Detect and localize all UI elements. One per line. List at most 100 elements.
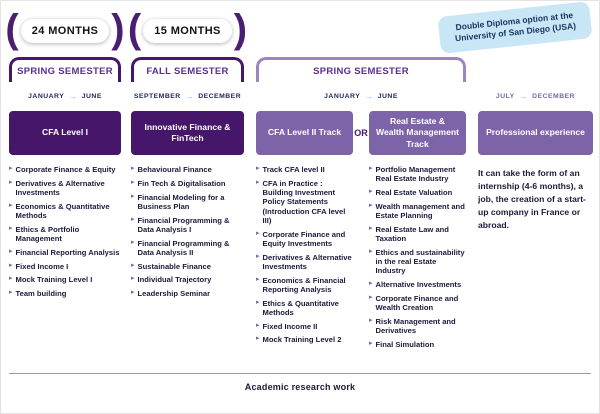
bullet-arrow-icon: ▸ [369,280,373,287]
course-item: ▸ Corporate Finance and Equity Investmen… [256,230,353,249]
course-item: ▸ Individual Trajectory [131,275,244,284]
bullet-arrow-icon: ▸ [369,293,373,301]
course-item-label: Final Simulation [375,339,435,349]
bullet-arrow-icon: ▸ [256,178,260,186]
course-item-label: Wealth management and Estate Planning [375,201,465,220]
course-item-label: Mock Training Level 2 [262,335,342,345]
course-item: ▸ Ethics and sustainability in the real … [369,248,466,276]
month-to: JUNE [377,93,398,100]
semester-header-spring-2: SPRING SEMESTER JANUARY → JUNE [256,57,466,101]
track-box-cfa-level-1: CFA Level I [9,111,121,155]
course-item-label: Fin Tech & Digitalisation [137,178,226,188]
course-item: ▸ Financial Reporting Analysis [9,248,121,257]
bullet-arrow-icon: ▸ [369,188,373,195]
track-box-innovative-finance: Innovative Finance & FinTech [131,111,244,155]
bullet-arrow-icon: ▸ [9,289,13,296]
bullet-arrow-icon: ▸ [9,165,13,172]
bullet-arrow-icon: ▸ [256,165,260,172]
course-item-label: Track CFA level II [262,165,325,174]
month-from: JANUARY [324,93,361,100]
course-item-label: Corporate Finance and Wealth Creation [375,293,459,312]
track-boxes-row: CFA Level I Innovative Finance & FinTech… [1,111,599,155]
course-item: ▸ Behavioural Finance [131,165,244,174]
bracket-shape: FALL SEMESTER [131,57,244,82]
bullet-arrow-icon: ▸ [256,252,260,260]
course-item: ▸ Mock Training Level 2 [256,335,353,344]
course-item: ▸ Real Estate Valuation [369,188,466,197]
bullet-arrow-icon: ▸ [131,178,135,186]
month-from: JANUARY [28,93,65,100]
semester-months: JANUARY → JUNE [9,92,121,101]
course-item: ▸ Fixed Income I [9,262,121,271]
course-item: ▸ Sustainable Finance [131,262,244,271]
bullet-arrow-icon: ▸ [131,192,135,200]
semester-title: SPRING SEMESTER [17,65,113,77]
course-item: ▸ Derivatives & Alternative Investments [256,253,353,272]
course-item: ▸ Wealth management and Estate Planning [369,202,466,221]
bullet-arrow-icon: ▸ [131,275,135,283]
course-item-label: Team building [15,289,67,298]
duration-badge-24-months: ( 24 MONTHS ) [5,9,124,49]
bullet-arrow-icon: ▸ [9,224,13,232]
bracket-shape: SPRING SEMESTER [256,57,466,82]
course-item: ▸ Corporate Finance and Wealth Creation [369,294,466,313]
bracket-shape: SPRING SEMESTER [9,57,121,82]
month-to: JUNE [81,93,102,100]
course-item-label: Risk Management and Derivatives [375,316,456,335]
course-list-real-estate-wealth: ▸ Portfolio Management Real Estate Indus… [369,165,466,373]
duration-15-label: 15 MONTHS [143,19,232,43]
course-item-label: Alternative Investments [375,280,462,289]
course-item-label: Behavioural Finance [137,165,212,174]
month-from: SEPTEMBER [133,93,181,100]
course-item-label: Real Estate Law and Taxation [375,224,449,243]
semester-title: FALL SEMESTER [146,65,229,77]
course-item: ▸ Economics & Quantitative Methods [9,202,121,221]
arrow-right-icon: → [518,91,529,101]
course-item-label: Ethics & Quantitative Methods [262,298,339,317]
course-item-label: Economics & Quantitative Methods [15,201,110,220]
bullet-arrow-icon: ▸ [9,247,13,255]
bullet-arrow-icon: ▸ [256,229,260,237]
bullet-arrow-icon: ▸ [131,238,135,246]
month-to: DECEMBER [532,93,576,100]
course-item: ▸ Financial Programming & Data Analysis … [131,216,244,235]
course-item: ▸ Real Estate Law and Taxation [369,225,466,244]
course-item: ▸ Leadership Seminar [131,289,244,298]
course-item-label: Portfolio Management Real Estate Industr… [375,165,456,184]
track-box-professional-experience: Professional experience [478,111,593,155]
duration-24-label: 24 MONTHS [20,19,110,43]
bullet-arrow-icon: ▸ [369,224,373,232]
course-item: ▸ Financial Modeling for a Business Plan [131,193,244,212]
footer-divider: Academic research work [9,373,591,392]
track-box-cfa-level-2: CFA Level II Track [256,111,353,155]
semester-months: JANUARY → JUNE [256,92,466,101]
bullet-arrow-icon: ▸ [256,335,260,343]
course-list-cfa-level-1: ▸ Corporate Finance & Equity ▸ Derivativ… [9,165,121,373]
course-item-label: Fixed Income II [262,321,318,331]
course-item-label: Ethics & Portfolio Management [15,224,80,243]
course-list-innovative-finance: ▸ Behavioural Finance ▸ Fin Tech & Digit… [131,165,244,373]
course-item-label: Corporate Finance & Equity [15,165,116,174]
course-item: ▸ Final Simulation [369,340,466,349]
bullet-arrow-icon: ▸ [131,289,135,296]
semester-headers-row: SPRING SEMESTER JANUARY → JUNE FALL SEME… [1,57,599,101]
duration-badge-15-months: ( 15 MONTHS ) [128,9,247,49]
bullet-arrow-icon: ▸ [9,275,13,283]
course-item: ▸ Team building [9,289,121,298]
semester-header-july-december: JULY → DECEMBER [478,57,593,101]
paren-open-icon: ( [5,7,19,51]
arrow-right-icon: → [68,91,78,101]
course-item-label: Leadership Seminar [137,289,211,298]
bullet-arrow-icon: ▸ [256,275,260,283]
bullet-arrow-icon: ▸ [131,261,135,269]
course-item: ▸ Mock Training Level I [9,275,121,284]
course-item: ▸ Ethics & Quantitative Methods [256,299,353,318]
course-item-label: Sustainable Finance [137,261,211,271]
course-item-label: Mock Training Level I [15,275,93,285]
bullet-arrow-icon: ▸ [9,201,13,209]
arrow-right-icon: → [364,91,374,101]
bullet-arrow-icon: ▸ [9,261,13,269]
semester-months: JULY → DECEMBER [478,92,593,101]
bullet-arrow-icon: ▸ [369,339,373,347]
bullet-arrow-icon: ▸ [256,298,260,306]
